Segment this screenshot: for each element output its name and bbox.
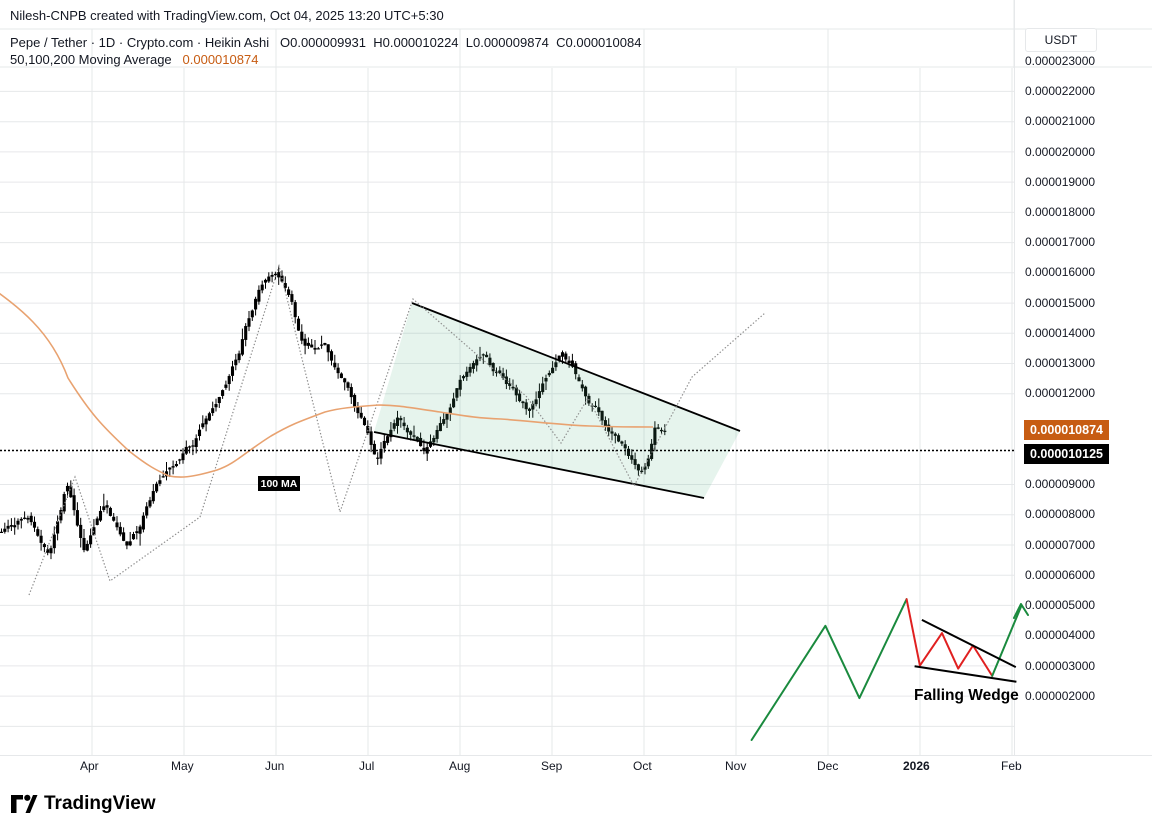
svg-text:Falling Wedge: Falling Wedge bbox=[914, 687, 1019, 704]
